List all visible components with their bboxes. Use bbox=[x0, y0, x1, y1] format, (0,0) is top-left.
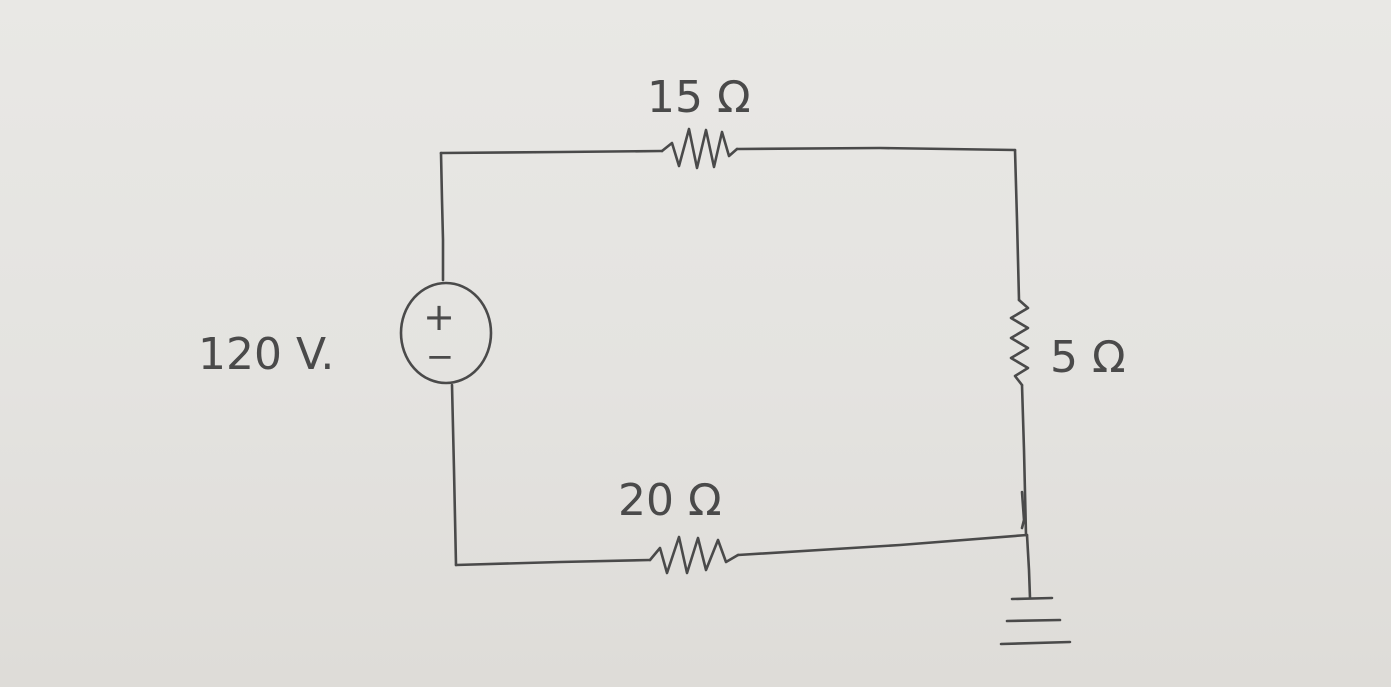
ground-line-1 bbox=[1010, 596, 1054, 601]
wire-bottom-left bbox=[454, 558, 652, 567]
wire-ground-lead bbox=[1025, 533, 1032, 600]
voltage-source-icon: + − bbox=[399, 281, 493, 385]
voltage-source-circle bbox=[399, 281, 493, 385]
resistor-top-icon bbox=[660, 127, 739, 170]
ground-line-3 bbox=[999, 640, 1072, 646]
source-minus-sign: − bbox=[426, 337, 455, 377]
label-source-voltage: 120 V. bbox=[198, 329, 334, 380]
label-resistor-right: 5 Ω bbox=[1050, 332, 1126, 383]
resistor-bottom-icon bbox=[648, 535, 740, 575]
wire-left-lower bbox=[450, 383, 458, 567]
wire-top-left bbox=[439, 149, 664, 155]
wire-bottom-right bbox=[736, 533, 1029, 557]
wire-right-lower bbox=[1020, 383, 1028, 537]
source-plus-sign: + bbox=[423, 295, 455, 339]
resistor-right-icon bbox=[1009, 298, 1030, 387]
wire-corner-tick bbox=[1020, 490, 1026, 530]
wires bbox=[439, 146, 1032, 600]
ground-icon bbox=[999, 596, 1072, 646]
wire-top-right bbox=[735, 146, 1017, 152]
ground-line-2 bbox=[1005, 618, 1062, 623]
label-resistor-bottom: 20 Ω bbox=[618, 475, 722, 526]
wire-right-upper bbox=[1013, 148, 1021, 302]
wire-left-upper bbox=[439, 151, 445, 282]
label-resistor-top: 15 Ω bbox=[647, 72, 751, 123]
